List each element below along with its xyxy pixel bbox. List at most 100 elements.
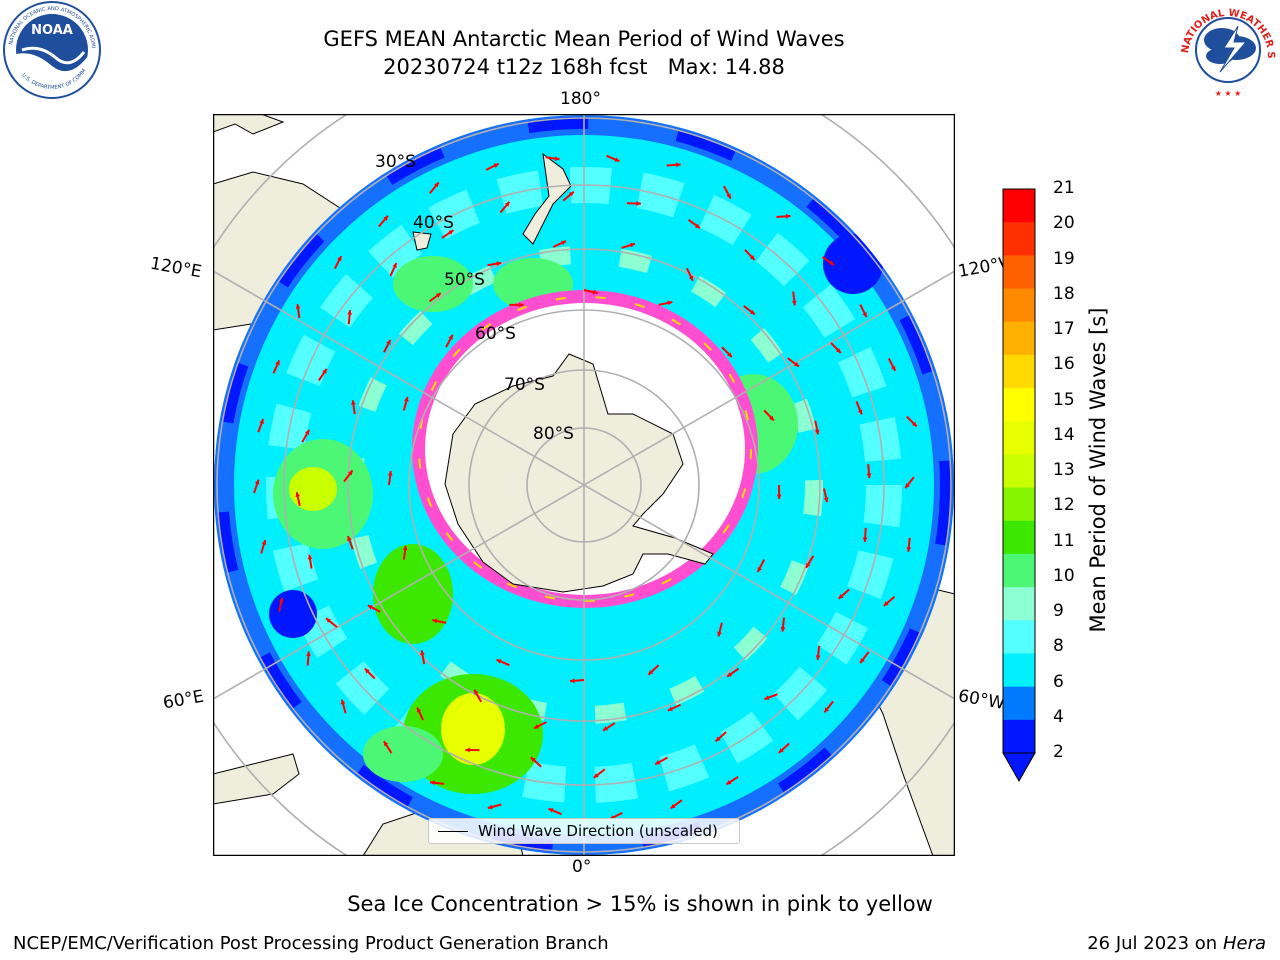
colorbar-label: Mean Period of Wind Waves [s]: [1086, 307, 1110, 633]
wind-wave-arrowhead: [364, 668, 370, 674]
colorbar-tick-label: 19: [1053, 248, 1075, 269]
lon-label-60e: 60°E: [161, 686, 206, 714]
colorbar-tick-label: 8: [1053, 636, 1064, 657]
nws-logo-icon: NATIONAL WEATHER SERVICE ★ ★ ★: [1176, 0, 1276, 98]
wind-wave-arrowhead: [530, 757, 536, 762]
wind-wave-arrowhead: [823, 497, 829, 503]
wind-wave-arrowhead: [828, 260, 834, 265]
wind-wave-arrowhead: [883, 601, 889, 606]
wind-wave-arrowhead: [306, 651, 311, 657]
land-tasmania: [412, 231, 432, 251]
lon-label-60w: 60°W: [956, 686, 1007, 714]
wind-wave-arrowhead: [304, 429, 310, 435]
wind-wave-arrowhead: [749, 309, 755, 315]
wind-wave-arrowhead: [838, 594, 844, 599]
wind-wave-arrowhead: [694, 223, 700, 229]
wind-wave-arrowhead: [518, 302, 524, 308]
wind-wave-arrowhead: [911, 421, 917, 427]
colorbar-block: [1003, 189, 1035, 223]
map-legend: Wind Wave Direction (unscaled): [428, 818, 740, 844]
noaa-logo-text: NOAA: [31, 23, 73, 38]
colorbar-tick-label: 14: [1053, 424, 1075, 445]
wind-wave-arrowhead: [351, 400, 356, 405]
colorbar-tick-label: 4: [1053, 706, 1064, 727]
wind-wave-arrowhead: [614, 157, 620, 162]
wind-wave-arrowhead: [337, 256, 342, 262]
wind-wave-arrowhead: [386, 339, 391, 345]
land-new-zealand: [522, 152, 572, 245]
colorbar-tick-label: 11: [1053, 530, 1075, 551]
lon-label-180: 180°: [560, 89, 601, 109]
wind-wave-arrowhead: [474, 689, 479, 695]
wind-wave-arrowhead: [757, 567, 762, 573]
colorbar-block: [1003, 321, 1035, 356]
colorbar-block: [1003, 686, 1035, 721]
wind-wave-arrowhead: [420, 650, 425, 656]
wind-wave-arrowhead: [533, 724, 539, 729]
wind-wave-arrowhead: [667, 300, 673, 306]
colorbar-tick-label: 13: [1053, 460, 1075, 480]
colorbar-tick-label: 6: [1053, 671, 1064, 692]
lat-label-70s: 70°S: [504, 375, 545, 395]
wind-wave-arrowhead: [387, 471, 393, 476]
lon-label-120e: 120°E: [148, 253, 204, 283]
chart-title: GEFS MEAN Antarctic Mean Period of Wind …: [323, 27, 845, 51]
wind-wave-arrowhead: [493, 163, 499, 168]
wind-wave-arrowhead: [815, 655, 821, 660]
wind-wave-arrowhead: [568, 191, 574, 197]
wind-wave-arrowhead: [866, 473, 872, 479]
colorbar-block: [1003, 288, 1035, 323]
wind-wave-arrowhead: [496, 261, 502, 266]
wind-wave-arrowhead: [776, 494, 782, 499]
wind-wave-arrowhead: [780, 626, 786, 632]
wind-wave-arrowhead: [794, 361, 799, 367]
wind-wave-arrows: [253, 154, 918, 821]
wind-wave-arrowhead: [434, 182, 439, 188]
colorbar-tick-label: 9: [1053, 601, 1064, 621]
wind-wave-arrowhead: [496, 659, 502, 664]
wind-wave-arrowhead: [347, 310, 353, 315]
polar-map: [213, 114, 955, 856]
wind-wave-arrowhead: [416, 707, 422, 713]
wind-wave-arrowhead: [560, 240, 566, 246]
wind-wave-arrowhead: [862, 537, 868, 542]
wind-wave-arrowhead: [648, 669, 654, 675]
colorbar-tick-label: 21: [1053, 178, 1075, 198]
colorbar-tick-label: 12: [1053, 495, 1075, 516]
footer-date: 26 Jul 2023 on Hera: [1087, 933, 1266, 954]
wind-wave-arrowhead: [570, 678, 575, 684]
lon-label-0: 0°: [572, 857, 592, 877]
lat-label-30s: 30°S: [375, 152, 416, 172]
wind-wave-arrowhead: [254, 479, 260, 485]
wind-wave-arrowhead: [326, 618, 331, 623]
wind-wave-arrowhead: [778, 748, 784, 753]
wind-wave-arrowhead: [749, 255, 755, 260]
footer-date-text: 26 Jul 2023 on: [1087, 933, 1223, 954]
colorbar-block: [1003, 719, 1035, 754]
wind-wave-arrowhead: [636, 201, 641, 206]
wind-wave-arrowhead: [603, 726, 609, 731]
wind-wave-arrowhead: [764, 695, 770, 700]
colorbar-tick-label: 16: [1053, 354, 1075, 375]
chart-subtitle: 20230724 t12z 168h fcst Max: 14.88: [383, 55, 785, 79]
wind-wave-arrowhead: [814, 429, 820, 435]
wind-wave-arrowhead: [670, 803, 676, 809]
wind-wave-arrowhead: [688, 275, 694, 281]
wind-wave-arrowhead: [448, 334, 453, 340]
map-frame: [213, 114, 955, 856]
wind-wave-arrowhead: [347, 470, 353, 476]
colorbar-block: [1003, 454, 1035, 489]
colorbar: [1002, 188, 1036, 783]
wind-wave-arrowhead: [727, 672, 733, 677]
lat-label-50s: 50°S: [444, 270, 485, 290]
wind-wave-arrowhead: [835, 348, 841, 353]
colorbar-block: [1003, 255, 1035, 290]
wind-wave-arrowhead: [667, 706, 673, 711]
wind-wave-arrowhead: [785, 213, 791, 219]
colorbar-block: [1003, 653, 1035, 688]
wind-wave-arrowhead: [769, 415, 774, 421]
colorbar-block: [1003, 388, 1035, 422]
wind-wave-arrowhead: [347, 536, 352, 542]
colorbar-extend-arrow: [1002, 752, 1036, 783]
wind-wave-arrowhead: [906, 547, 912, 552]
